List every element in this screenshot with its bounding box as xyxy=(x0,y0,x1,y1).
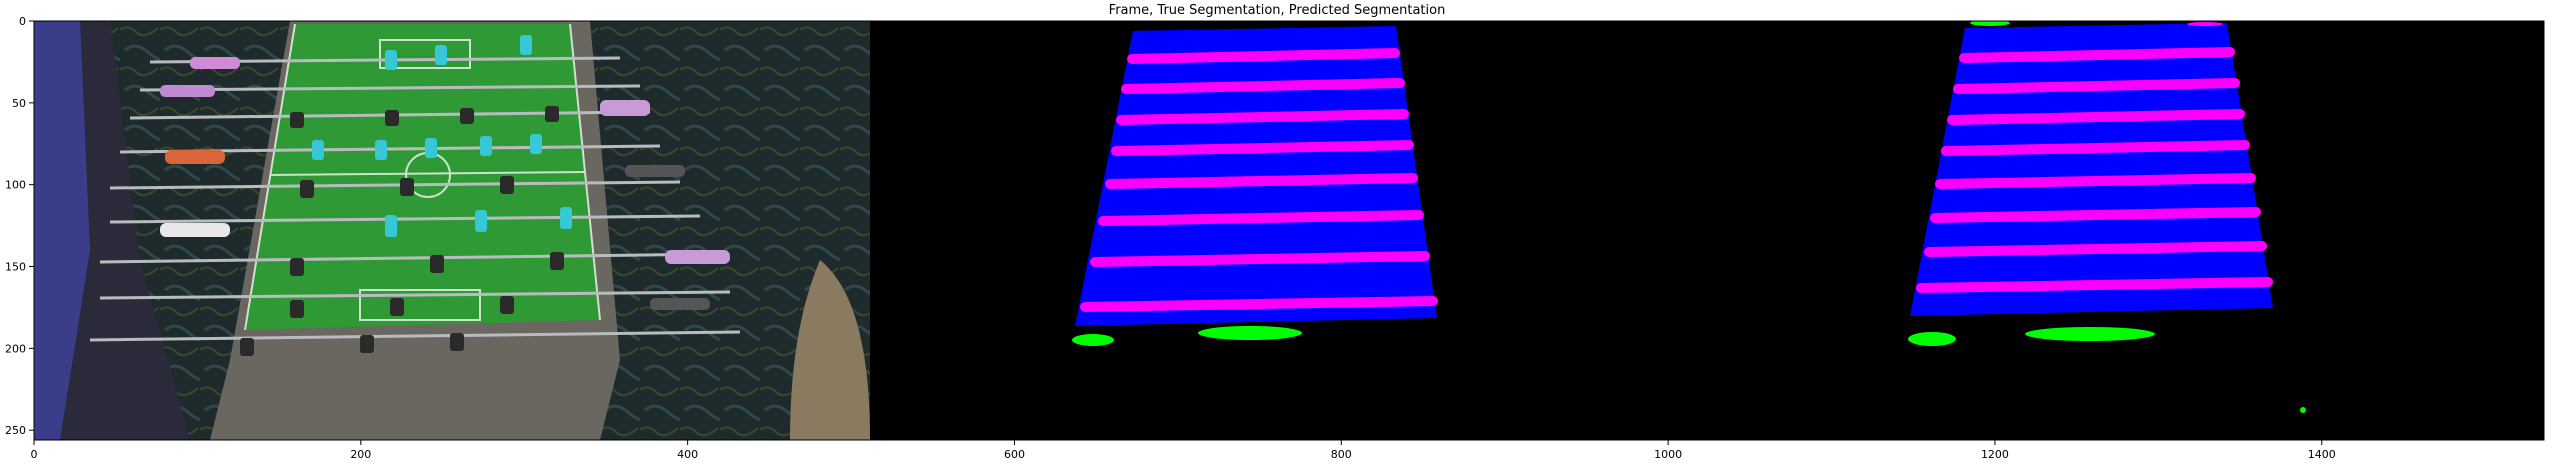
x-tick-label: 800 xyxy=(1331,448,1352,461)
x-tick-label: 1000 xyxy=(1654,448,1682,461)
y-axis: 0 50 100 150 200 250 xyxy=(5,15,34,437)
x-tick-label: 0 xyxy=(31,448,38,461)
frame-image xyxy=(34,21,870,440)
y-tick-label: 50 xyxy=(12,97,26,110)
y-tick-label: 250 xyxy=(5,424,26,437)
x-tick-label: 600 xyxy=(1004,448,1025,461)
x-tick-label: 200 xyxy=(350,448,371,461)
x-tick-label: 1200 xyxy=(1981,448,2009,461)
x-axis: 0 200 400 600 800 1000 1200 1400 xyxy=(31,440,2336,461)
person-shirt xyxy=(34,21,90,440)
x-tick-label: 1400 xyxy=(2308,448,2336,461)
axes-frame xyxy=(33,20,2545,441)
playing-field xyxy=(245,24,600,330)
y-tick-label: 150 xyxy=(5,261,26,274)
y-tick-label: 200 xyxy=(5,342,26,355)
y-tick-label: 100 xyxy=(5,179,26,192)
predicted-segmentation-image xyxy=(1707,21,2544,440)
y-tick-label: 0 xyxy=(19,15,26,28)
true-segmentation-image xyxy=(870,21,1707,440)
x-tick-label: 400 xyxy=(677,448,698,461)
figure-title: Frame, True Segmentation, Predicted Segm… xyxy=(1108,3,1446,18)
